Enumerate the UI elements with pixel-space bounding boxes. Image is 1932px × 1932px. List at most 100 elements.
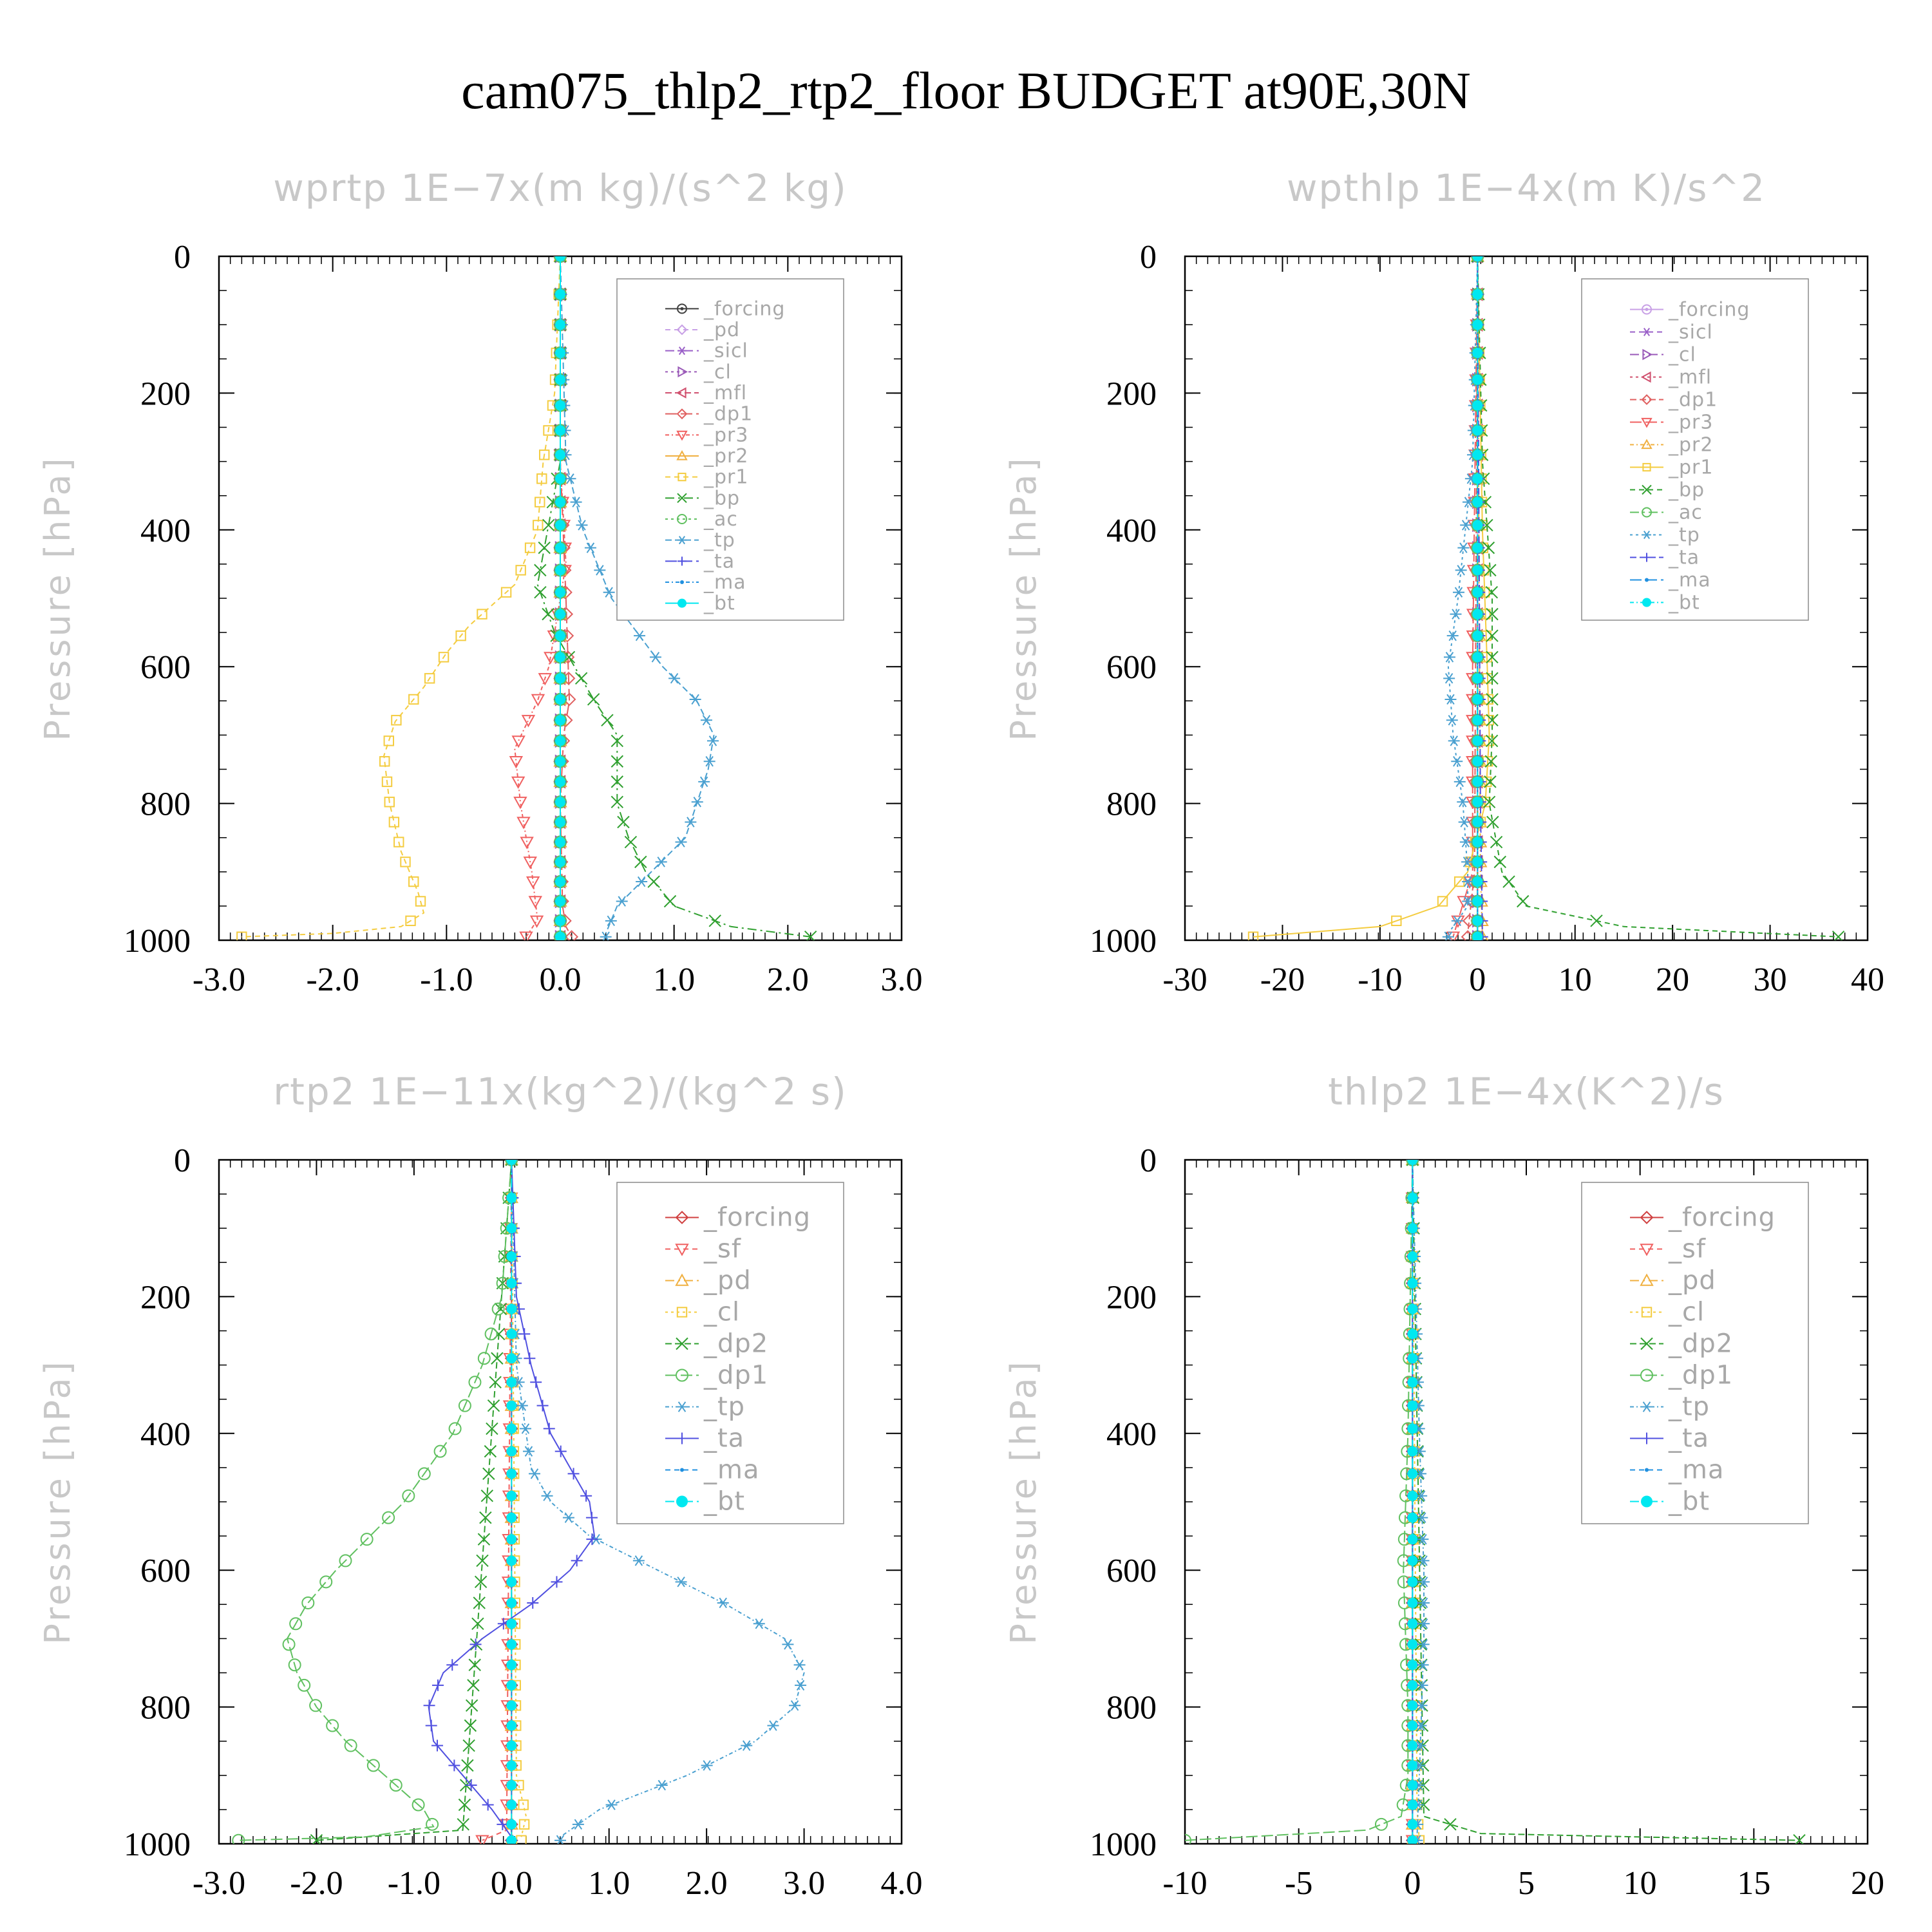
marker <box>1407 1303 1418 1314</box>
series-line <box>511 1160 527 1837</box>
marker <box>475 1835 489 1844</box>
legend-item-pr2: _pr2 <box>1630 434 1712 457</box>
marker <box>506 1446 517 1457</box>
legend-label: _pd <box>703 319 740 341</box>
legend-label: _tp <box>1668 1392 1710 1422</box>
marker <box>1472 915 1483 926</box>
panel-title: thlp2 1E−4x(K^2)/s <box>1328 1070 1725 1113</box>
marker <box>677 556 687 566</box>
marker <box>636 876 648 887</box>
marker <box>511 735 526 748</box>
marker <box>611 734 624 748</box>
x-tick-label: -5 <box>1285 1865 1312 1902</box>
marker <box>1457 542 1470 553</box>
marker <box>1641 394 1653 405</box>
marker <box>767 1720 779 1731</box>
marker <box>555 756 565 767</box>
marker <box>555 348 565 359</box>
marker <box>1640 371 1651 383</box>
legend-item-dp1: _dp1 <box>665 1361 768 1390</box>
marker <box>417 1467 431 1481</box>
marker <box>1452 587 1464 598</box>
marker <box>1472 756 1483 767</box>
marker <box>1472 609 1483 620</box>
legend-item-pr2: _pr2 <box>665 445 748 468</box>
marker <box>389 1779 402 1792</box>
marker <box>555 400 565 411</box>
marker <box>656 1779 668 1791</box>
legend-item-cl: _cl <box>1630 344 1696 366</box>
marker <box>1486 714 1499 727</box>
marker <box>1407 1446 1418 1457</box>
marker <box>379 756 390 767</box>
marker <box>1484 775 1497 788</box>
marker <box>509 756 524 769</box>
marker <box>1472 817 1483 828</box>
marker <box>703 756 715 767</box>
marker <box>344 1739 357 1752</box>
x-tick-label: 1.0 <box>588 1865 630 1902</box>
marker <box>1407 1819 1418 1830</box>
series-line <box>316 1160 513 1841</box>
marker <box>513 797 527 810</box>
legend-label: _forcing <box>703 1203 811 1233</box>
x-tick-label: 3.0 <box>881 961 923 998</box>
marker <box>1642 484 1652 495</box>
series-group <box>232 1160 807 1844</box>
marker <box>647 875 660 888</box>
marker <box>585 1511 598 1524</box>
marker <box>1407 1660 1418 1671</box>
series-bt <box>1407 1160 1418 1844</box>
marker <box>1486 650 1499 664</box>
marker <box>1407 1512 1418 1523</box>
marker <box>634 630 646 641</box>
legend-label: _bp <box>703 487 740 509</box>
marker <box>804 930 817 940</box>
marker <box>282 1638 296 1651</box>
marker <box>676 430 688 441</box>
marker <box>555 289 565 299</box>
marker <box>1460 520 1472 531</box>
marker <box>522 1446 535 1457</box>
marker <box>524 542 536 553</box>
marker <box>425 1719 437 1732</box>
x-tick-label: -1.0 <box>388 1865 440 1902</box>
marker <box>1472 652 1483 663</box>
marker <box>601 714 614 727</box>
marker <box>1457 797 1469 808</box>
series-line <box>1253 256 1490 938</box>
marker <box>1462 876 1474 887</box>
marker <box>1472 735 1483 746</box>
marker <box>536 473 547 484</box>
x-tick-label: 15 <box>1737 1865 1770 1902</box>
marker <box>1486 672 1499 685</box>
series-line <box>1185 1160 1414 1841</box>
marker <box>676 408 688 420</box>
marker <box>457 1818 469 1831</box>
marker <box>611 795 624 809</box>
legend-label: _sicl <box>703 340 748 363</box>
legend-item-mfl: _mfl <box>665 382 746 404</box>
series-dp1 <box>1185 1160 1419 1844</box>
y-tick-label: 1000 <box>1090 923 1157 960</box>
x-tick-label: 2.0 <box>686 1865 728 1902</box>
marker <box>1461 857 1473 867</box>
legend: _forcing_pd_sicl_cl_mfl_dp1_pr3_pr2_pr1_… <box>616 278 844 621</box>
legend-label: _pr1 <box>1668 457 1713 479</box>
marker <box>506 1618 517 1629</box>
marker <box>1642 348 1653 361</box>
marker <box>1451 915 1463 927</box>
legend-label: _ta <box>1668 547 1700 569</box>
marker <box>1407 1423 1418 1434</box>
marker <box>506 1512 517 1523</box>
marker <box>555 931 565 940</box>
legend-item-ma: _ma <box>665 571 746 594</box>
marker <box>426 1817 439 1831</box>
x-tick-label: 40 <box>1851 961 1884 998</box>
legend-label: _ta <box>703 1424 744 1454</box>
marker <box>506 1192 517 1203</box>
marker <box>516 817 531 829</box>
marker <box>1472 694 1483 705</box>
legend-item-forcing: _forcing <box>1630 1203 1775 1233</box>
marker <box>1485 585 1499 599</box>
